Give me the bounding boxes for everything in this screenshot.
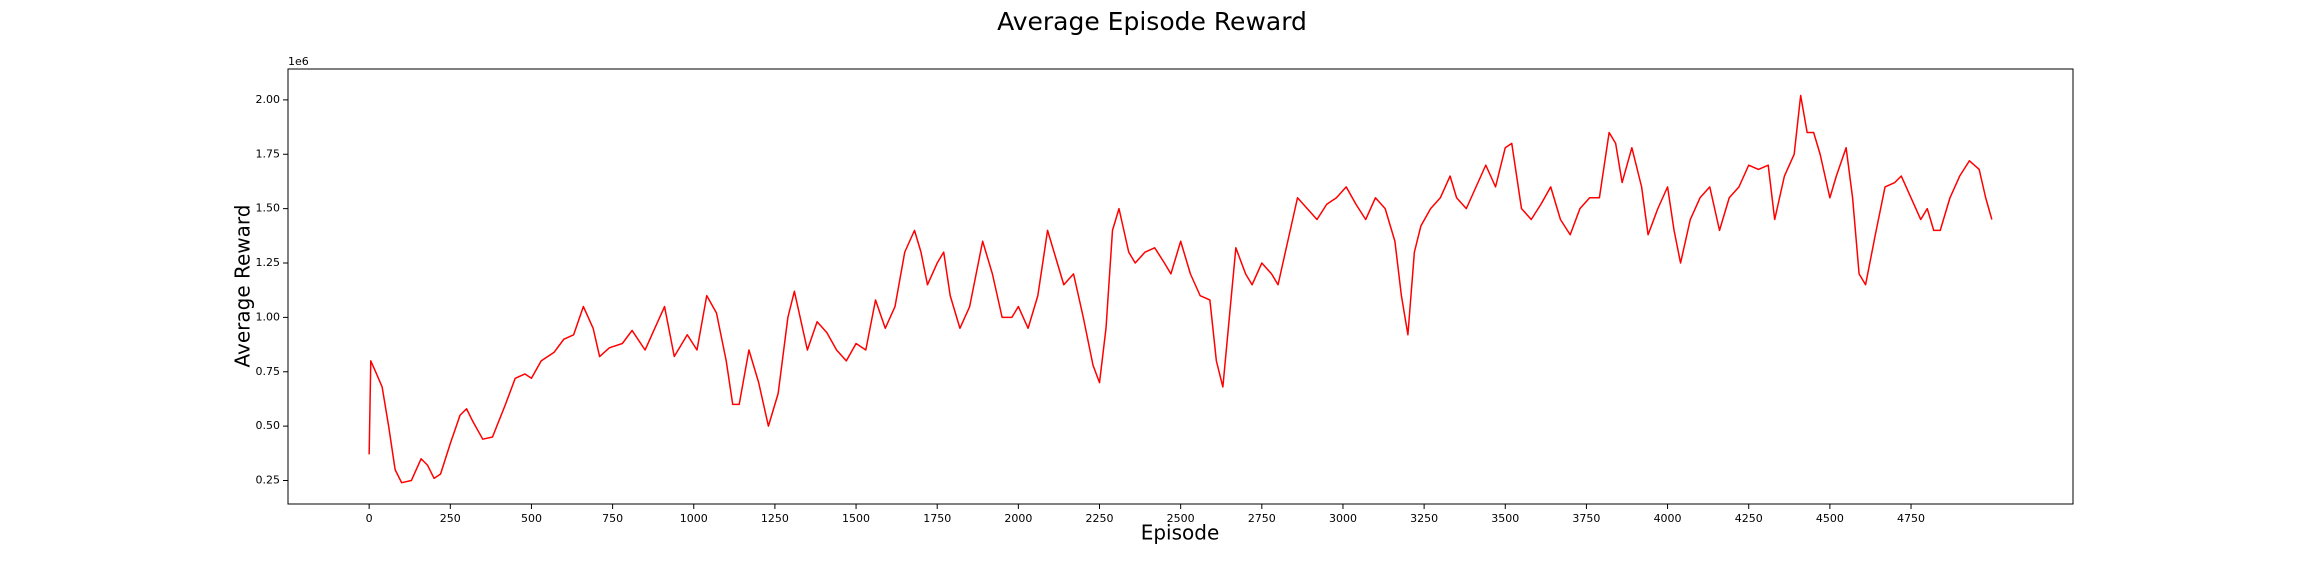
y-tick-label: 1.25 — [256, 256, 281, 269]
x-tick-label: 3250 — [1410, 512, 1438, 525]
y-tick-label: 0.75 — [256, 365, 281, 378]
x-tick-label: 250 — [440, 512, 461, 525]
y-tick-label: 2.00 — [256, 93, 281, 106]
y-offset-label: 1e6 — [288, 55, 309, 68]
x-tick-label: 2000 — [1004, 512, 1032, 525]
y-tick-label: 0.50 — [256, 419, 281, 432]
x-axis-label: Episode — [1141, 521, 1220, 545]
data-line — [368, 94, 1993, 484]
chart-title: Average Episode Reward — [997, 7, 1307, 36]
x-tick-label: 4250 — [1735, 512, 1763, 525]
x-tick-label: 2250 — [1086, 512, 1114, 525]
x-tick-label: 500 — [521, 512, 542, 525]
x-tick-label: 2750 — [1248, 512, 1276, 525]
x-tick-label: 1500 — [842, 512, 870, 525]
x-tick-label: 750 — [602, 512, 623, 525]
x-tick-label: 1250 — [761, 512, 789, 525]
x-tick-label: 4000 — [1654, 512, 1682, 525]
x-tick-label: 3500 — [1491, 512, 1519, 525]
x-tick-label: 4500 — [1816, 512, 1844, 525]
y-tick-label: 1.50 — [256, 202, 281, 215]
x-tick-label: 1750 — [923, 512, 951, 525]
plot-frame — [287, 68, 2074, 505]
x-tick-label: 1000 — [680, 512, 708, 525]
x-tick-label: 3750 — [1572, 512, 1600, 525]
x-tick-label: 0 — [366, 512, 373, 525]
y-tick-label: 1.75 — [256, 147, 281, 160]
y-tick-label: 0.25 — [256, 474, 281, 487]
x-tick-label: 4750 — [1897, 512, 1925, 525]
y-axis-label: Average Reward — [231, 205, 255, 368]
y-tick-label: 1.00 — [256, 310, 281, 323]
x-tick-label: 3000 — [1329, 512, 1357, 525]
x-tick-label: 2500 — [1167, 512, 1195, 525]
